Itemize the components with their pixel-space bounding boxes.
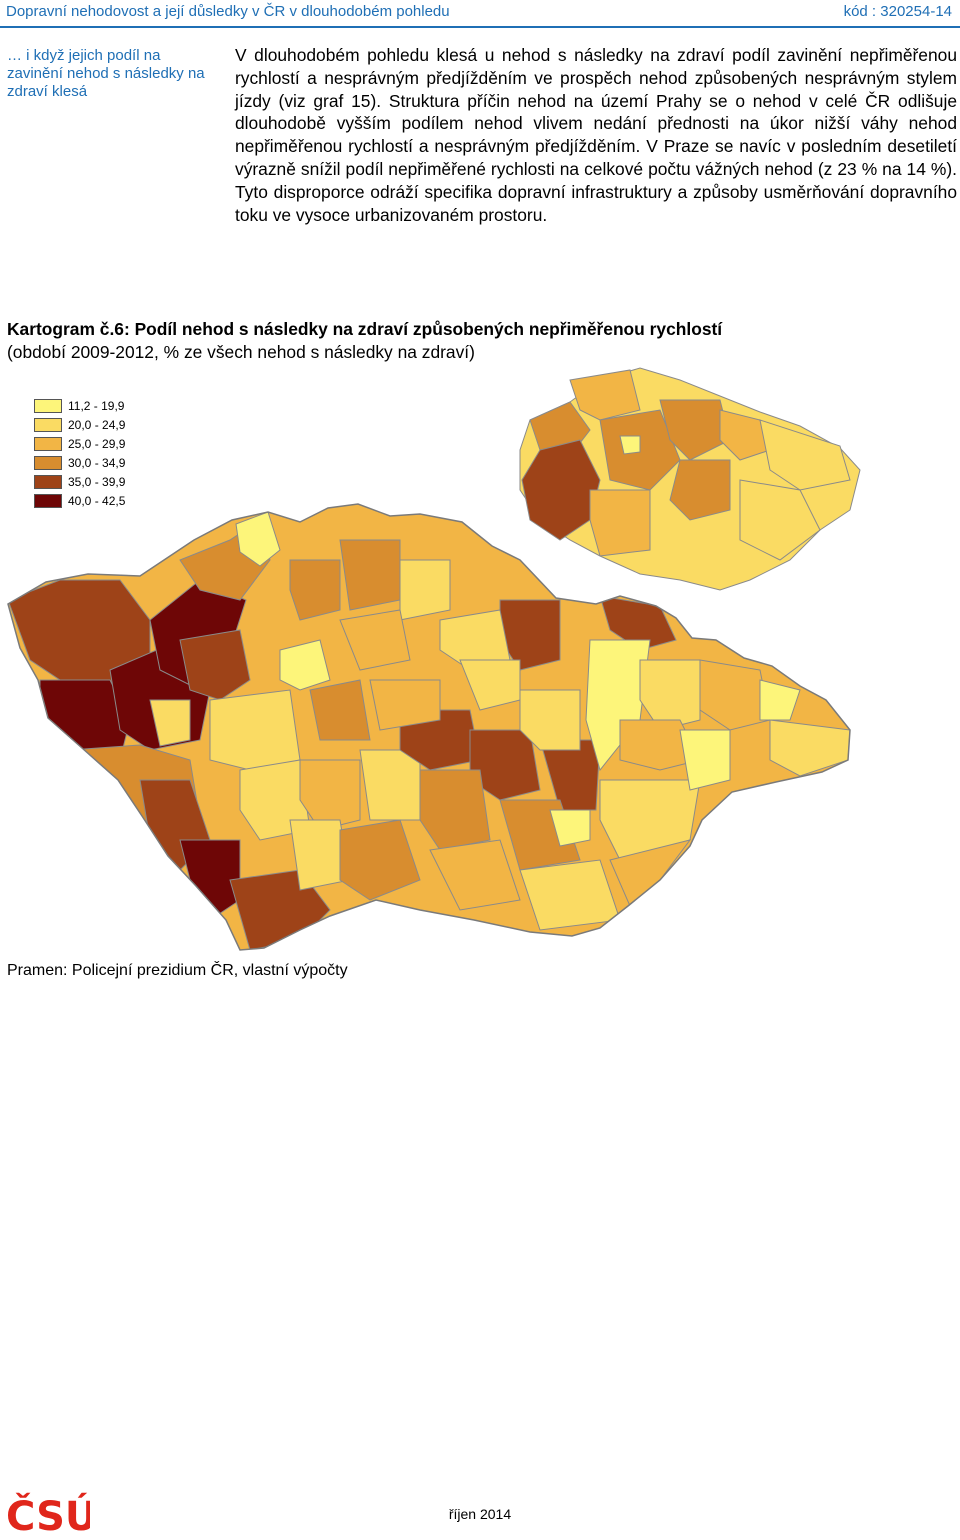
map-region — [619, 435, 641, 455]
legend-item: 40,0 - 42,5 — [34, 491, 125, 510]
svg-text:ČSÚ: ČSÚ — [6, 1492, 90, 1534]
map-region — [209, 689, 301, 771]
map-region — [429, 839, 521, 911]
legend-label: 30,0 - 34,9 — [68, 455, 126, 470]
map-region — [739, 479, 821, 561]
map-region — [519, 689, 581, 751]
map-region — [309, 679, 371, 741]
legend-swatch — [34, 436, 62, 451]
legend-swatch — [34, 455, 62, 470]
map-region — [289, 559, 341, 621]
legend-item: 11,2 - 19,9 — [34, 396, 125, 415]
map-region — [339, 539, 401, 611]
choropleth-map — [7, 367, 861, 951]
document-title: Dopravní nehodovost a její důsledky v ČR… — [6, 3, 450, 20]
map-region — [589, 489, 651, 557]
legend-item: 35,0 - 39,9 — [34, 472, 125, 491]
legend-item: 20,0 - 24,9 — [34, 415, 125, 434]
map-region — [679, 729, 731, 791]
map-region — [369, 679, 441, 731]
legend-label: 25,0 - 29,9 — [68, 436, 126, 451]
map-region — [759, 679, 801, 721]
legend-item: 30,0 - 34,9 — [34, 453, 125, 472]
legend-label: 40,0 - 42,5 — [68, 493, 126, 508]
legend-swatch — [34, 493, 62, 508]
legend-label: 20,0 - 24,9 — [68, 417, 126, 432]
legend-swatch — [34, 398, 62, 413]
map-region — [149, 699, 191, 747]
map-region — [569, 369, 641, 421]
map-region — [399, 709, 481, 771]
map-region — [699, 659, 771, 731]
map-legend: 11,2 - 19,9 20,0 - 24,9 25,0 - 29,9 30,0 - … — [34, 396, 125, 510]
map-region — [359, 749, 421, 821]
map-region — [339, 609, 411, 671]
map-region — [399, 559, 451, 621]
map-region — [769, 719, 850, 777]
csu-logo: ČSÚ — [6, 1492, 90, 1534]
map-region — [179, 839, 241, 921]
map-source: Pramen: Policejní prezidium ČR, vlastní … — [7, 962, 348, 979]
map-region — [521, 439, 601, 541]
map-region — [719, 409, 771, 461]
main-paragraph: V dlouhodobém pohledu klesá u nehod s ná… — [235, 45, 957, 225]
footer-date: říjen 2014 — [448, 1506, 512, 1522]
map-caption: Kartogram č.6: Podíl nehod s následky na… — [7, 318, 957, 364]
legend-swatch — [34, 417, 62, 432]
page-header: Dopravní nehodovost a její důsledky v ČR… — [0, 0, 960, 28]
margin-note: … i když jejich podíl na zavinění nehod … — [7, 47, 205, 100]
legend-label: 11,2 - 19,9 — [68, 398, 125, 413]
map-region — [179, 629, 251, 701]
map-region — [659, 399, 731, 461]
map-region — [279, 639, 331, 691]
map-region — [339, 819, 421, 901]
map-region — [759, 419, 851, 491]
document-code: kód : 320254-14 — [843, 3, 952, 20]
map-region — [549, 809, 591, 847]
legend-label: 35,0 - 39,9 — [68, 474, 126, 489]
map-region — [669, 459, 731, 521]
map-region — [235, 511, 281, 567]
map-subtitle: (období 2009-2012, % ze všech nehod s ná… — [7, 342, 475, 362]
map-title: Kartogram č.6: Podíl nehod s následky na… — [7, 319, 723, 339]
legend-item: 25,0 - 29,9 — [34, 434, 125, 453]
legend-swatch — [34, 474, 62, 489]
